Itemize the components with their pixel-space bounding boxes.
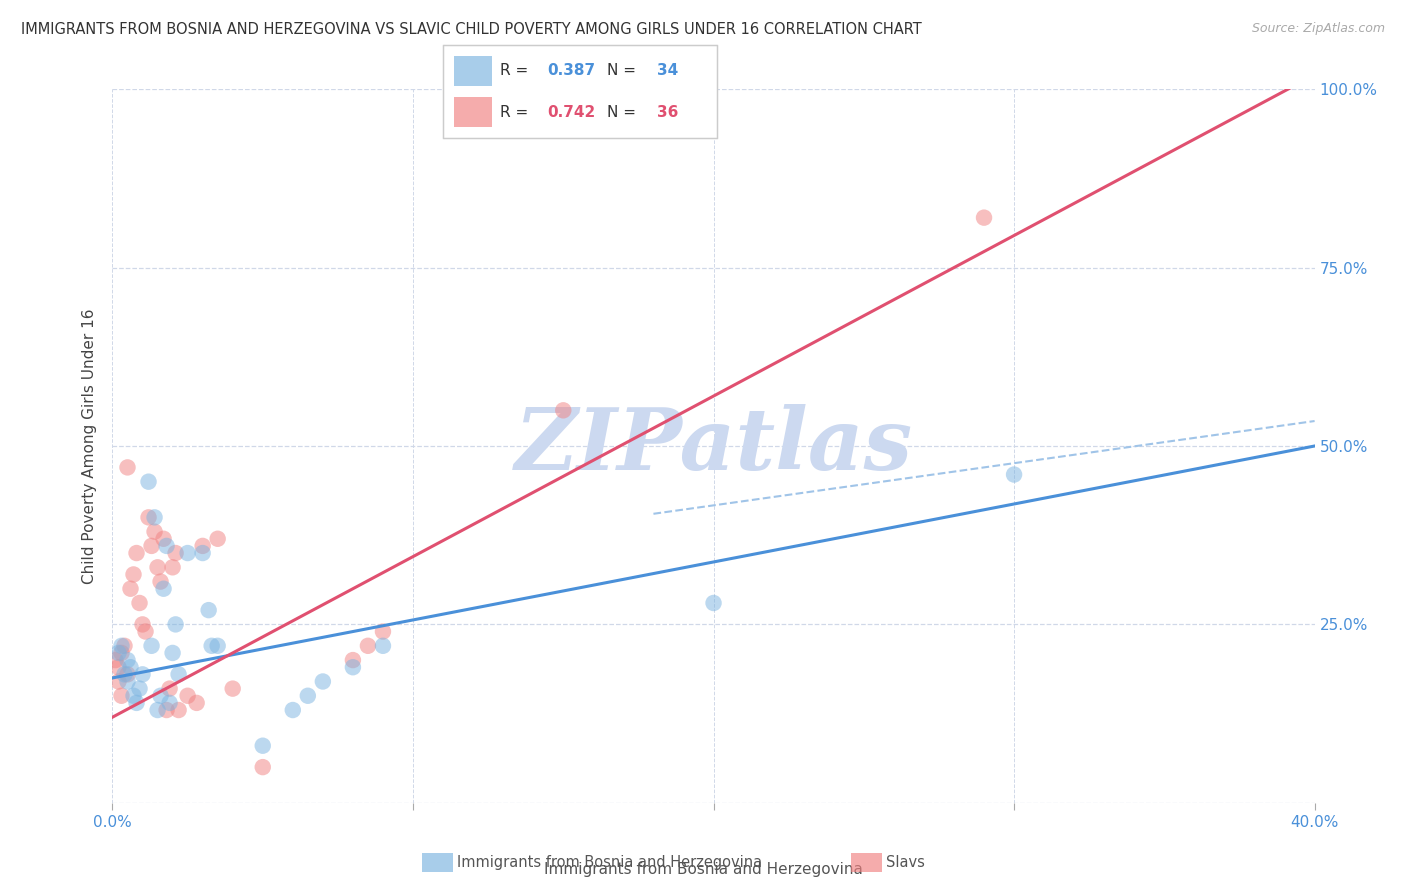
Point bbox=[357, 639, 380, 653]
Point bbox=[252, 760, 274, 774]
Text: N =: N = bbox=[607, 63, 641, 78]
Point bbox=[155, 703, 177, 717]
Text: Slavs: Slavs bbox=[886, 855, 925, 870]
Point bbox=[162, 646, 184, 660]
Point bbox=[122, 689, 145, 703]
Point bbox=[138, 510, 160, 524]
Bar bbox=[454, 56, 492, 86]
Point bbox=[165, 546, 187, 560]
Point bbox=[207, 532, 229, 546]
Text: Immigrants from Bosnia and Herzegovina: Immigrants from Bosnia and Herzegovina bbox=[457, 855, 762, 870]
Text: R =: R = bbox=[501, 104, 534, 120]
Text: R =: R = bbox=[501, 63, 534, 78]
Point bbox=[131, 667, 153, 681]
Point bbox=[553, 403, 575, 417]
Point bbox=[149, 689, 172, 703]
Point bbox=[176, 689, 198, 703]
Point bbox=[117, 674, 139, 689]
Point bbox=[342, 653, 364, 667]
Point bbox=[186, 696, 208, 710]
Point bbox=[152, 582, 174, 596]
Point bbox=[141, 539, 163, 553]
Y-axis label: Child Poverty Among Girls Under 16: Child Poverty Among Girls Under 16 bbox=[82, 309, 97, 583]
Point bbox=[159, 681, 181, 696]
Point bbox=[191, 539, 214, 553]
Point bbox=[149, 574, 172, 589]
Point bbox=[125, 546, 148, 560]
Text: IMMIGRANTS FROM BOSNIA AND HERZEGOVINA VS SLAVIC CHILD POVERTY AMONG GIRLS UNDER: IMMIGRANTS FROM BOSNIA AND HERZEGOVINA V… bbox=[21, 22, 922, 37]
Text: 0.387: 0.387 bbox=[547, 63, 595, 78]
Point bbox=[120, 660, 142, 674]
Point bbox=[117, 653, 139, 667]
Point bbox=[110, 689, 132, 703]
Point bbox=[371, 624, 394, 639]
Point bbox=[252, 739, 274, 753]
Point bbox=[128, 681, 150, 696]
Text: 0.742: 0.742 bbox=[547, 104, 595, 120]
Point bbox=[120, 582, 142, 596]
Text: Immigrants from Bosnia and Herzegovina: Immigrants from Bosnia and Herzegovina bbox=[544, 863, 862, 877]
Point bbox=[155, 539, 177, 553]
Point bbox=[107, 674, 129, 689]
Point bbox=[110, 646, 132, 660]
Point bbox=[197, 603, 219, 617]
Point bbox=[201, 639, 224, 653]
Point bbox=[152, 532, 174, 546]
Point bbox=[143, 524, 166, 539]
Bar bbox=[454, 97, 492, 127]
Point bbox=[312, 674, 335, 689]
Point bbox=[702, 596, 725, 610]
Point bbox=[128, 596, 150, 610]
Point bbox=[117, 667, 139, 681]
Point bbox=[371, 639, 394, 653]
Point bbox=[1002, 467, 1025, 482]
Text: N =: N = bbox=[607, 104, 641, 120]
Point bbox=[165, 617, 187, 632]
Point bbox=[222, 681, 245, 696]
Point bbox=[159, 696, 181, 710]
Point bbox=[117, 460, 139, 475]
Point bbox=[207, 639, 229, 653]
Point bbox=[110, 639, 132, 653]
Text: ZIPatlas: ZIPatlas bbox=[515, 404, 912, 488]
Point bbox=[141, 639, 163, 653]
Point bbox=[167, 667, 190, 681]
Point bbox=[162, 560, 184, 574]
Point bbox=[107, 660, 129, 674]
Point bbox=[114, 639, 136, 653]
Text: 36: 36 bbox=[657, 104, 678, 120]
Point bbox=[146, 560, 169, 574]
Point bbox=[104, 653, 127, 667]
Point bbox=[146, 703, 169, 717]
Point bbox=[114, 667, 136, 681]
Point bbox=[167, 703, 190, 717]
Text: 34: 34 bbox=[657, 63, 678, 78]
Point bbox=[297, 689, 319, 703]
Point bbox=[281, 703, 304, 717]
Point bbox=[138, 475, 160, 489]
Point bbox=[176, 546, 198, 560]
Point bbox=[107, 646, 129, 660]
Point bbox=[122, 567, 145, 582]
Point bbox=[143, 510, 166, 524]
Point bbox=[342, 660, 364, 674]
Text: Source: ZipAtlas.com: Source: ZipAtlas.com bbox=[1251, 22, 1385, 36]
Point bbox=[973, 211, 995, 225]
Point bbox=[131, 617, 153, 632]
Point bbox=[135, 624, 157, 639]
Point bbox=[125, 696, 148, 710]
Point bbox=[191, 546, 214, 560]
